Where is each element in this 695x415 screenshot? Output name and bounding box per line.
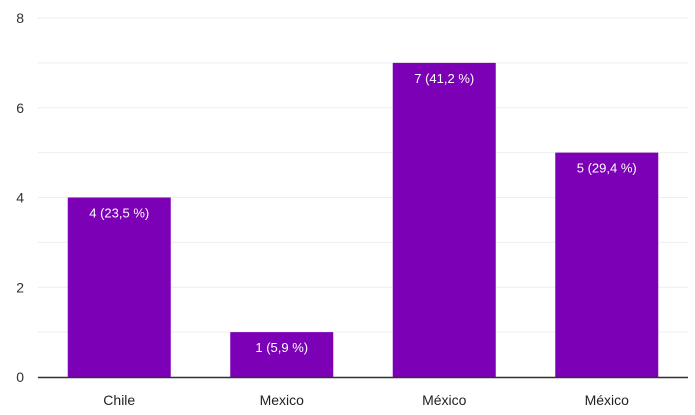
bar-data-label: 1 (5,9 %) [255,340,308,355]
bar [392,62,496,377]
data-labels: 4 (23,5 %) 1 (5,9 %) 7 (41,2 %) 5 (29,4 %) [89,71,636,355]
x-category-label: Chile [103,392,135,408]
y-tick-label: 8 [16,10,24,26]
y-tick-label: 4 [16,190,24,206]
x-category-label: México [585,392,630,408]
bar [67,197,171,377]
y-tick-label: 2 [16,279,24,295]
bar-data-label: 4 (23,5 %) [89,206,149,221]
x-axis-labels: Chile Mexico México México [103,392,629,408]
y-tick-label: 6 [16,100,24,116]
bar [555,152,659,377]
bars [67,62,659,377]
bar-data-label: 5 (29,4 %) [577,161,637,176]
x-category-label: México [422,392,467,408]
bar-data-label: 7 (41,2 %) [414,71,474,86]
y-axis-ticks: 0 2 4 6 8 [16,10,24,385]
bar [230,332,334,377]
y-tick-label: 0 [16,369,24,385]
x-category-label: Mexico [260,392,305,408]
